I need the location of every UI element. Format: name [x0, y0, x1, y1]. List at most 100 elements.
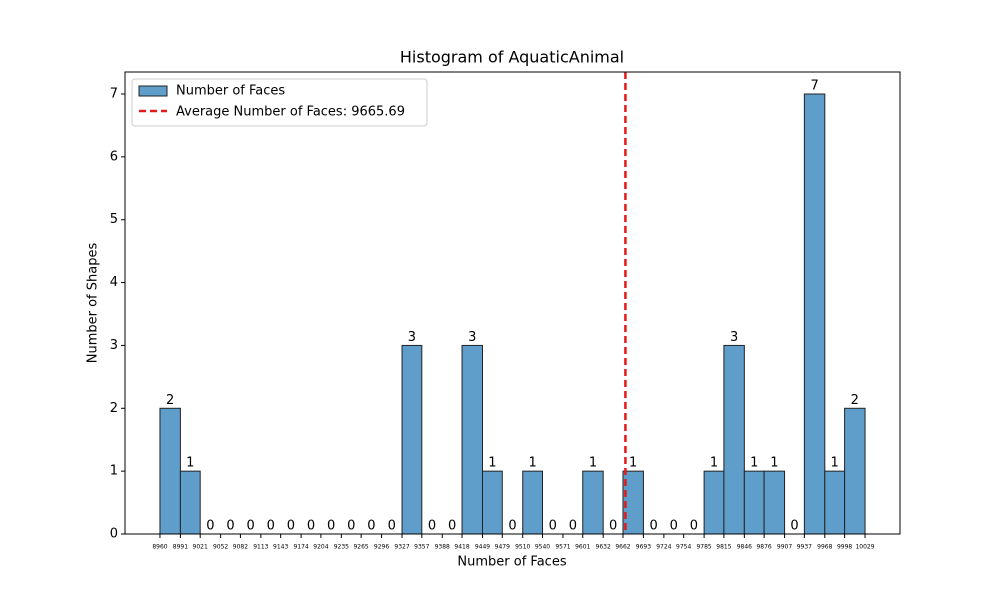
- x-tick-label: 9876: [756, 544, 771, 551]
- x-tick-label: 9388: [435, 544, 450, 551]
- bar: [703, 470, 725, 535]
- x-tick-label: 9601: [575, 544, 590, 551]
- data-label: 0: [690, 519, 698, 534]
- data-label: 0: [388, 519, 396, 534]
- data-label: 0: [428, 519, 436, 534]
- data-label: 3: [408, 330, 416, 345]
- x-tick-label: 9937: [797, 544, 812, 551]
- data-label: 0: [206, 519, 214, 534]
- x-tick-label: 9998: [837, 544, 852, 551]
- x-tick-label: 9113: [253, 544, 268, 551]
- data-label: 0: [247, 519, 255, 534]
- x-tick-label: 9540: [535, 544, 550, 551]
- chart-title: Histogram of AquaticAnimal: [400, 48, 624, 67]
- data-label: 0: [609, 519, 617, 534]
- data-label: 0: [307, 519, 315, 534]
- x-tick-label: 9143: [273, 544, 288, 551]
- data-label: 3: [468, 330, 476, 345]
- x-tick-label: 9327: [394, 544, 409, 551]
- x-tick-label: 9510: [515, 544, 530, 551]
- y-tick-label: 3: [110, 338, 118, 353]
- x-tick-label: 9082: [233, 544, 248, 551]
- x-tick-label: 9021: [193, 544, 208, 551]
- y-tick-label: 6: [110, 149, 118, 164]
- data-label: 0: [327, 519, 335, 534]
- x-tick-label: 8960: [152, 544, 167, 551]
- x-tick-label: 9846: [737, 544, 752, 551]
- data-label: 3: [730, 330, 738, 345]
- x-axis-label: Number of Faces: [457, 555, 566, 570]
- x-tick-label: 9662: [615, 544, 630, 551]
- data-label: 1: [831, 456, 839, 471]
- bar: [582, 470, 604, 535]
- y-tick-label: 7: [110, 87, 118, 102]
- data-label: 0: [790, 519, 798, 534]
- x-tick-label: 9632: [596, 544, 611, 551]
- x-tick-label: 9785: [696, 544, 711, 551]
- x-tick-label: 9693: [636, 544, 651, 551]
- data-label: 1: [589, 456, 597, 471]
- data-label: 1: [629, 456, 637, 471]
- data-label: 0: [670, 519, 678, 534]
- y-tick-label: 2: [110, 401, 118, 416]
- data-label: 0: [347, 519, 355, 534]
- bar: [723, 344, 745, 535]
- bar: [401, 344, 423, 535]
- data-label: 0: [508, 519, 516, 534]
- bar: [159, 407, 181, 535]
- y-tick-label: 5: [110, 212, 118, 227]
- y-tick-label: 0: [110, 527, 118, 542]
- x-tick-label: 9357: [414, 544, 429, 551]
- data-label: 7: [810, 79, 818, 94]
- x-tick-label: 9204: [313, 544, 328, 551]
- bar: [763, 470, 786, 535]
- x-tick-label: 9265: [353, 544, 368, 551]
- bar: [844, 407, 866, 535]
- x-tick-label: 9174: [293, 544, 308, 551]
- x-tick-label: 9449: [475, 544, 490, 551]
- axes-frame: [124, 71, 901, 535]
- legend-label: Number of Faces: [176, 84, 285, 99]
- bar: [803, 93, 826, 535]
- data-label: 1: [528, 456, 536, 471]
- data-label: 0: [569, 519, 577, 534]
- data-label: 1: [750, 456, 758, 471]
- bar: [824, 470, 846, 535]
- data-label: 2: [851, 393, 859, 408]
- data-label: 1: [488, 456, 496, 471]
- y-tick-label: 4: [110, 275, 118, 290]
- data-label: 0: [549, 519, 557, 534]
- y-axis-label: Number of Shapes: [86, 243, 101, 364]
- x-tick-label: 9296: [374, 544, 389, 551]
- data-label: 1: [770, 456, 778, 471]
- data-label: 1: [186, 456, 194, 471]
- bar: [461, 344, 483, 535]
- x-tick-label: 9968: [817, 544, 832, 551]
- x-tick-label: 8991: [173, 544, 188, 551]
- bar: [481, 470, 503, 535]
- x-tick-label: 9907: [777, 544, 792, 551]
- y-tick-label: 1: [110, 464, 118, 479]
- x-tick-label: 10029: [855, 544, 874, 551]
- x-tick-label: 9235: [334, 544, 349, 551]
- x-tick-label: 9754: [676, 544, 691, 551]
- data-label: 0: [287, 519, 295, 534]
- x-tick-label: 9724: [656, 544, 671, 551]
- bar: [522, 470, 544, 535]
- data-label: 0: [267, 519, 275, 534]
- data-label: 0: [448, 519, 456, 534]
- bar: [743, 470, 765, 535]
- x-tick-label: 9052: [213, 544, 228, 551]
- legend-swatch: [138, 85, 168, 97]
- x-tick-label: 9418: [454, 544, 469, 551]
- data-label: 0: [650, 519, 658, 534]
- legend-label: Average Number of Faces: 9665.69: [176, 105, 405, 120]
- x-tick-label: 9571: [555, 544, 570, 551]
- x-tick-label: 9815: [716, 544, 731, 551]
- legend-box: [131, 78, 428, 127]
- data-label: 0: [367, 519, 375, 534]
- data-label: 0: [226, 519, 234, 534]
- bar: [179, 470, 201, 535]
- data-label: 1: [710, 456, 718, 471]
